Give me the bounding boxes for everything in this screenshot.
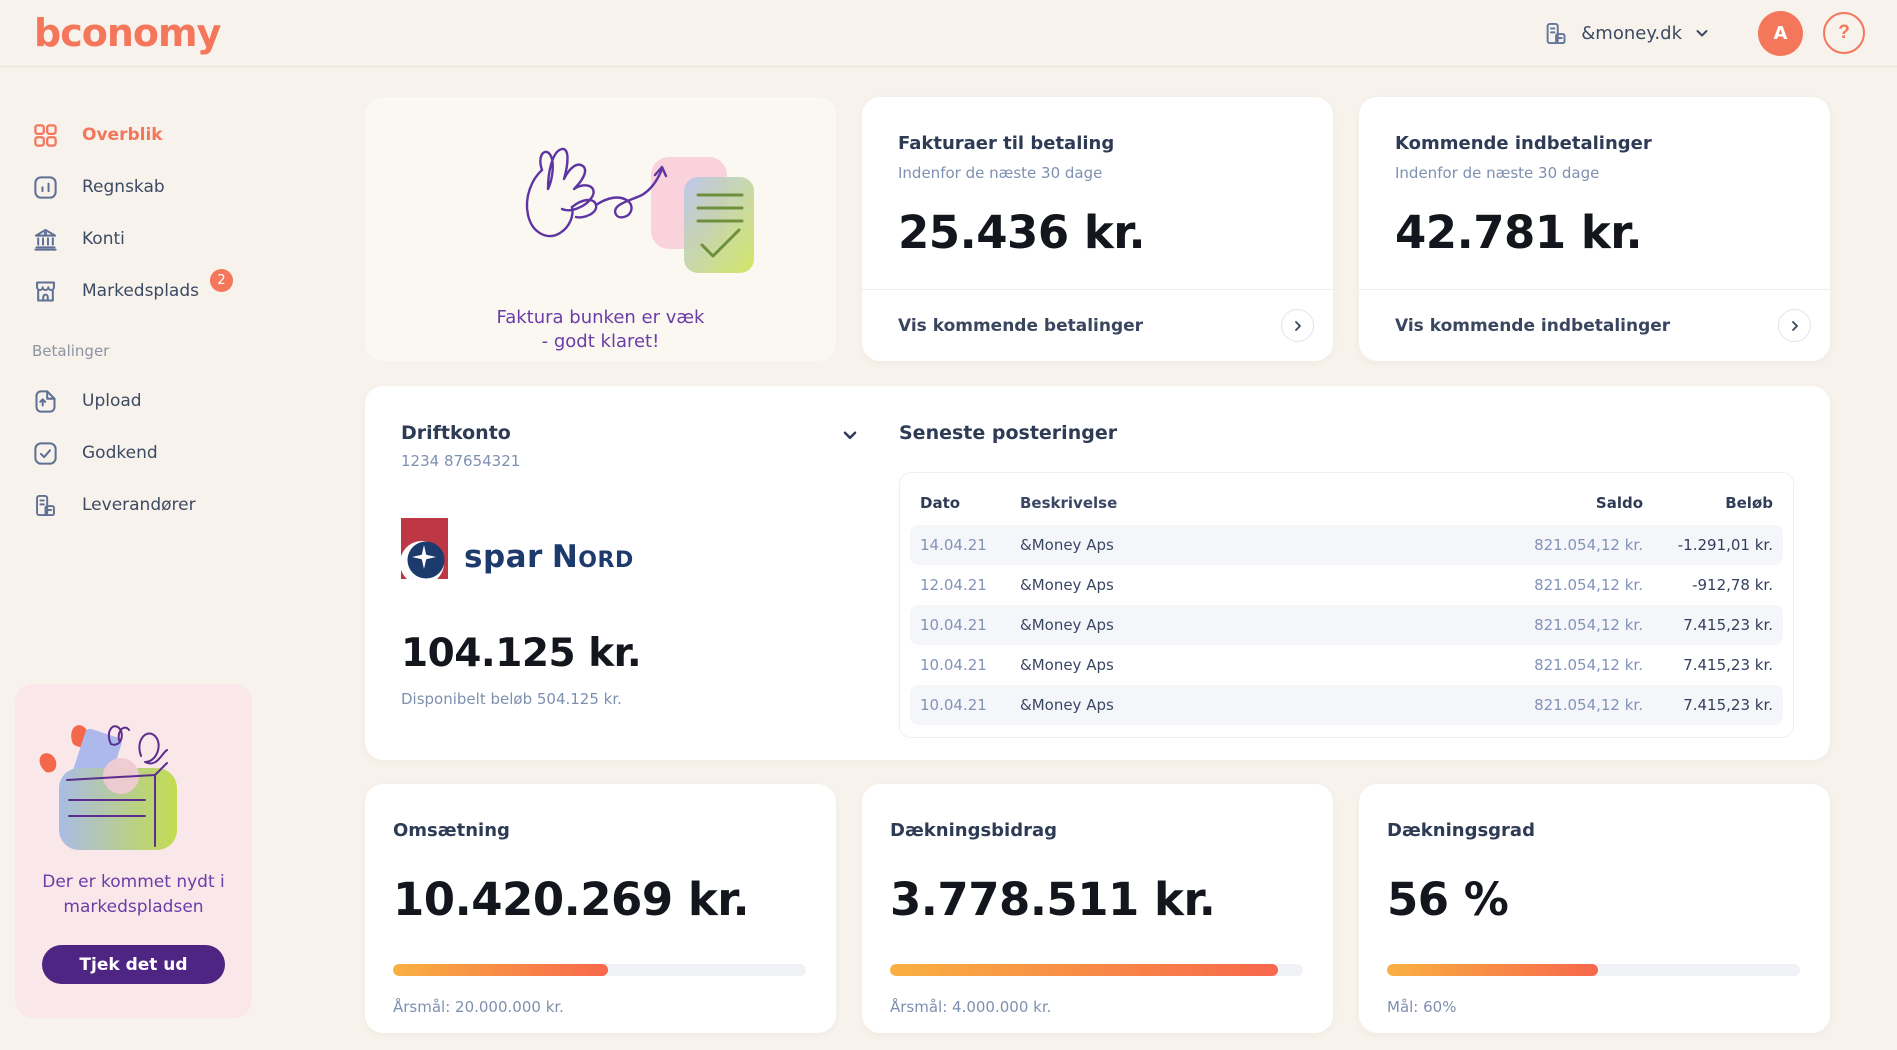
progress-bar <box>890 964 1303 976</box>
chevron-down-icon <box>1694 25 1710 41</box>
account-balance: 104.125 kr. <box>401 631 642 676</box>
chevron-right-button[interactable] <box>1778 309 1811 342</box>
invoices-due-amount: 25.436 kr. <box>898 206 1146 259</box>
available-balance: Disponibelt beløb 504.125 kr. <box>401 690 622 708</box>
account-title: Driftkonto <box>401 422 511 444</box>
table-row[interactable]: 14.04.21 &Money Aps 821.054,12 kr. -1.29… <box>910 525 1783 565</box>
sidebar-item-leverandorer[interactable]: Leverandører <box>32 490 365 520</box>
progress-bar <box>1387 964 1800 976</box>
kpi-goal: Årsmål: 4.000.000 kr. <box>890 998 1052 1016</box>
kpi-card-omsaetning: Omsætning 10.420.269 kr. Årsmål: 20.000.… <box>365 784 836 1033</box>
sidebar-item-label: Regnskab <box>82 177 165 197</box>
table-row[interactable]: 12.04.21 &Money Aps 821.054,12 kr. -912,… <box>920 576 1773 594</box>
card-subtitle: Indenfor de næste 30 dage <box>1395 164 1600 182</box>
kpi-title: Dækningsgrad <box>1387 820 1535 841</box>
kpi-goal: Årsmål: 20.000.000 kr. <box>393 998 564 1016</box>
sidebar-item-label: Overblik <box>82 125 163 145</box>
table-row[interactable]: 10.04.21 &Money Aps 821.054,12 kr. 7.415… <box>910 685 1783 725</box>
kpi-card-daekningsgrad: Dækningsgrad 56 % Mål: 60% <box>1359 784 1830 1033</box>
company-switcher[interactable]: &money.dk <box>1542 20 1710 47</box>
promo-illustration <box>15 710 252 870</box>
sidebar-item-regnskab[interactable]: Regnskab <box>32 172 365 202</box>
check-square-icon <box>32 440 59 467</box>
notification-badge: 2 <box>210 269 233 292</box>
kpi-title: Dækningsbidrag <box>890 820 1058 841</box>
marketplace-promo-card: Der er kommet nydt i markedspladsen Tjek… <box>15 684 252 1018</box>
promo-button[interactable]: Tjek det ud <box>42 945 225 985</box>
promo-text: Der er kommet nydt i markedspladsen <box>42 872 225 917</box>
supplier-icon <box>32 492 59 519</box>
incoming-amount: 42.781 kr. <box>1395 206 1643 259</box>
kpi-value: 10.420.269 kr. <box>393 873 750 926</box>
view-incoming-payments-link[interactable]: Vis kommende indbetalinger <box>1395 315 1671 336</box>
table-row[interactable]: 10.04.21 &Money Aps 821.054,12 kr. 7.415… <box>910 605 1783 645</box>
card-title: Fakturaer til betaling <box>898 133 1115 154</box>
sidebar-item-godkend[interactable]: Godkend <box>32 438 365 468</box>
transactions-table: Dato Beskrivelse Saldo Beløb 14.04.21 &M… <box>899 472 1794 738</box>
sidebar-item-label: Leverandører <box>82 495 196 515</box>
sidebar: Overblik Regnskab <box>0 67 365 1050</box>
invoices-due-card: Fakturaer til betaling Indenfor de næste… <box>862 97 1333 361</box>
chart-icon <box>32 174 59 201</box>
sidebar-item-label: Upload <box>82 391 142 411</box>
celebration-illustration <box>436 135 766 300</box>
kpi-value: 56 % <box>1387 873 1509 926</box>
company-building-icon <box>1542 20 1569 47</box>
bank-name-nord: Nord <box>551 539 634 575</box>
view-upcoming-payments-link[interactable]: Vis kommende betalinger <box>898 315 1144 336</box>
sidebar-item-upload[interactable]: Upload <box>32 386 365 416</box>
card-title: Kommende indbetalinger <box>1395 133 1652 154</box>
progress-bar <box>393 964 806 976</box>
bank-name-spar: spar <box>464 539 543 575</box>
sidebar-section-betalinger: Betalinger <box>32 342 110 360</box>
sidebar-item-markedsplads[interactable]: Markedsplads 2 <box>32 269 365 306</box>
app-logo: bconomy <box>34 11 221 55</box>
transactions-title: Seneste posteringer <box>899 422 1118 444</box>
bank-icon <box>32 226 59 253</box>
account-card: Driftkonto 1234 87654321 <box>365 386 1830 760</box>
sidebar-item-overblik[interactable]: Overblik <box>32 120 365 150</box>
sidebar-item-konti[interactable]: Konti <box>32 224 365 254</box>
help-button[interactable]: ? <box>1823 12 1865 54</box>
sidebar-item-label: Markedsplads <box>82 281 199 301</box>
sidebar-item-label: Konti <box>82 229 125 249</box>
upload-icon <box>32 388 59 415</box>
table-header-row: Dato Beskrivelse Saldo Beløb <box>920 494 1773 512</box>
kpi-goal: Mål: 60% <box>1387 998 1457 1016</box>
card-subtitle: Indenfor de næste 30 dage <box>898 164 1103 182</box>
celebration-text: Faktura bunken er væk - godt klaret! <box>496 307 705 353</box>
main-content: Faktura bunken er væk - godt klaret! Fak… <box>365 67 1830 1050</box>
account-chevron-down-icon[interactable] <box>841 422 859 444</box>
chevron-right-button[interactable] <box>1281 309 1314 342</box>
top-header: bconomy &money.dk A ? <box>0 0 1897 67</box>
incoming-payments-card: Kommende indbetalinger Indenfor de næste… <box>1359 97 1830 361</box>
spar-nord-logo: spar Nord <box>401 518 899 579</box>
table-row[interactable]: 10.04.21 &Money Aps 821.054,12 kr. 7.415… <box>920 656 1773 674</box>
grid-icon <box>32 122 59 149</box>
kpi-title: Omsætning <box>393 820 510 841</box>
kpi-value: 3.778.511 kr. <box>890 873 1216 926</box>
celebration-card: Faktura bunken er væk - godt klaret! <box>365 97 836 361</box>
avatar[interactable]: A <box>1758 10 1803 56</box>
company-name: &money.dk <box>1581 22 1682 44</box>
store-icon <box>32 278 59 305</box>
kpi-card-daekningsbidrag: Dækningsbidrag 3.778.511 kr. Årsmål: 4.0… <box>862 784 1333 1033</box>
sidebar-item-label: Godkend <box>82 443 158 463</box>
account-number: 1234 87654321 <box>401 452 521 470</box>
